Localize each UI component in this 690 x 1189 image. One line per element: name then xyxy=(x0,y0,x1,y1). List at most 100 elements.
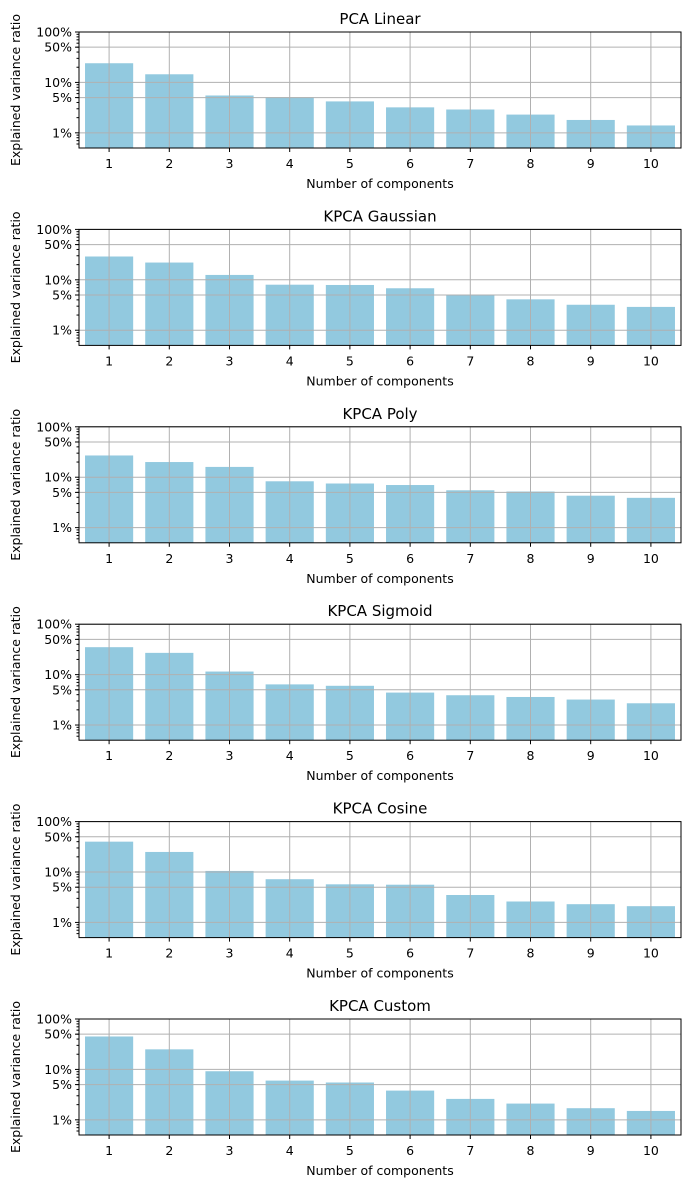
x-tick-label: 4 xyxy=(286,748,294,763)
y-tick-label: 50% xyxy=(44,434,72,449)
x-tick-label: 4 xyxy=(286,353,294,368)
x-tick-label: 2 xyxy=(165,353,173,368)
y-tick-label: 1% xyxy=(52,323,72,338)
y-tick-label: 100% xyxy=(36,419,72,434)
x-tick-label: 3 xyxy=(226,946,234,961)
chart-5: KPCA Cosine 1% 5%10% 50%100% 1 2 3 4 5 6 7 8 9 10 Numb… xyxy=(8,800,682,981)
y-tick-label: 10% xyxy=(44,470,72,485)
y-tick-label: 50% xyxy=(44,40,72,55)
x-tick-label: 3 xyxy=(226,1143,234,1158)
y-tick-label: 5% xyxy=(52,485,72,500)
y-tick-label: 1% xyxy=(52,1112,72,1127)
plot-frame xyxy=(78,623,682,741)
x-tick-label: 9 xyxy=(587,156,595,171)
y-axis-label: Explained variance ratio xyxy=(8,211,23,363)
x-tick-label: 1 xyxy=(105,946,113,961)
x-tick-label: 4 xyxy=(286,551,294,566)
x-axis-label: Number of components xyxy=(306,1163,453,1178)
y-axis-label: Explained variance ratio xyxy=(8,1001,23,1153)
x-tick-label: 3 xyxy=(226,156,234,171)
x-axis-label: Number of components xyxy=(306,768,453,783)
chart-3: KPCA Poly 1% 5%10% 50%100% 1 2 3 4 5 6 7 8 9 10 Number… xyxy=(8,405,682,586)
x-tick-label: 6 xyxy=(406,551,414,566)
y-tick-label: 5% xyxy=(52,1077,72,1092)
plot-frame xyxy=(78,228,682,346)
y-tick-label: 10% xyxy=(44,1062,72,1077)
x-tick-label: 8 xyxy=(527,156,535,171)
y-tick-label: 10% xyxy=(44,272,72,287)
x-tick-label: 5 xyxy=(346,156,354,171)
x-tick-label: 9 xyxy=(587,551,595,566)
y-tick-label: 5% xyxy=(52,287,72,302)
x-tick-label: 2 xyxy=(165,1143,173,1158)
y-tick-label: 5% xyxy=(52,90,72,105)
x-tick-label: 10 xyxy=(643,946,659,961)
x-tick-label: 6 xyxy=(406,353,414,368)
y-tick-label: 10% xyxy=(44,667,72,682)
x-tick-label: 6 xyxy=(406,156,414,171)
x-tick-label: 10 xyxy=(643,1143,659,1158)
x-tick-label: 1 xyxy=(105,353,113,368)
x-tick-label: 6 xyxy=(406,1143,414,1158)
x-tick-label: 5 xyxy=(346,1143,354,1158)
plot-frame xyxy=(78,426,682,544)
x-tick-label: 7 xyxy=(466,551,474,566)
y-tick-label: 100% xyxy=(36,1012,72,1027)
y-tick-label: 1% xyxy=(52,520,72,535)
x-tick-label: 6 xyxy=(406,748,414,763)
x-tick-label: 8 xyxy=(527,946,535,961)
x-tick-label: 7 xyxy=(466,353,474,368)
y-tick-label: 10% xyxy=(44,75,72,90)
plot-frame xyxy=(78,31,682,149)
x-tick-label: 7 xyxy=(466,946,474,961)
y-tick-label: 5% xyxy=(52,682,72,697)
x-tick-label: 1 xyxy=(105,748,113,763)
x-tick-label: 5 xyxy=(346,946,354,961)
plot-frame xyxy=(78,1018,682,1136)
x-tick-label: 6 xyxy=(406,946,414,961)
chart-title: KPCA Poly xyxy=(342,405,417,423)
x-tick-label: 9 xyxy=(587,1143,595,1158)
x-tick-label: 3 xyxy=(226,748,234,763)
x-axis-label: Number of components xyxy=(306,966,453,981)
y-axis-label: Explained variance ratio xyxy=(8,804,23,956)
y-tick-label: 100% xyxy=(36,617,72,632)
x-tick-label: 2 xyxy=(165,946,173,961)
x-tick-label: 4 xyxy=(286,156,294,171)
x-axis-label: Number of components xyxy=(306,176,453,191)
chart-title: PCA Linear xyxy=(339,10,421,28)
y-tick-label: 10% xyxy=(44,865,72,880)
x-tick-label: 2 xyxy=(165,156,173,171)
chart-title: KPCA Custom xyxy=(329,997,431,1015)
x-axis-label: Number of components xyxy=(306,373,453,388)
x-tick-label: 2 xyxy=(165,551,173,566)
x-tick-label: 1 xyxy=(105,156,113,171)
x-tick-label: 7 xyxy=(466,1143,474,1158)
y-tick-label: 100% xyxy=(36,222,72,237)
x-tick-label: 10 xyxy=(643,156,659,171)
y-tick-label: 1% xyxy=(52,915,72,930)
x-tick-label: 8 xyxy=(527,353,535,368)
x-tick-label: 4 xyxy=(286,946,294,961)
x-tick-label: 9 xyxy=(587,748,595,763)
y-tick-label: 50% xyxy=(44,237,72,252)
chart-title: KPCA Cosine xyxy=(333,800,428,818)
x-tick-label: 7 xyxy=(466,156,474,171)
y-tick-label: 100% xyxy=(36,814,72,829)
x-tick-label: 5 xyxy=(346,748,354,763)
x-tick-label: 7 xyxy=(466,748,474,763)
x-tick-label: 10 xyxy=(643,748,659,763)
y-axis-label: Explained variance ratio xyxy=(8,14,23,166)
x-tick-label: 1 xyxy=(105,551,113,566)
y-tick-label: 50% xyxy=(44,632,72,647)
y-tick-label: 1% xyxy=(52,718,72,733)
x-tick-label: 5 xyxy=(346,551,354,566)
x-tick-label: 8 xyxy=(527,551,535,566)
x-tick-label: 9 xyxy=(587,946,595,961)
x-tick-label: 8 xyxy=(527,1143,535,1158)
x-tick-label: 8 xyxy=(527,748,535,763)
x-tick-label: 4 xyxy=(286,1143,294,1158)
plot-frame xyxy=(78,821,682,939)
x-tick-label: 10 xyxy=(643,551,659,566)
y-axis-label: Explained variance ratio xyxy=(8,409,23,561)
